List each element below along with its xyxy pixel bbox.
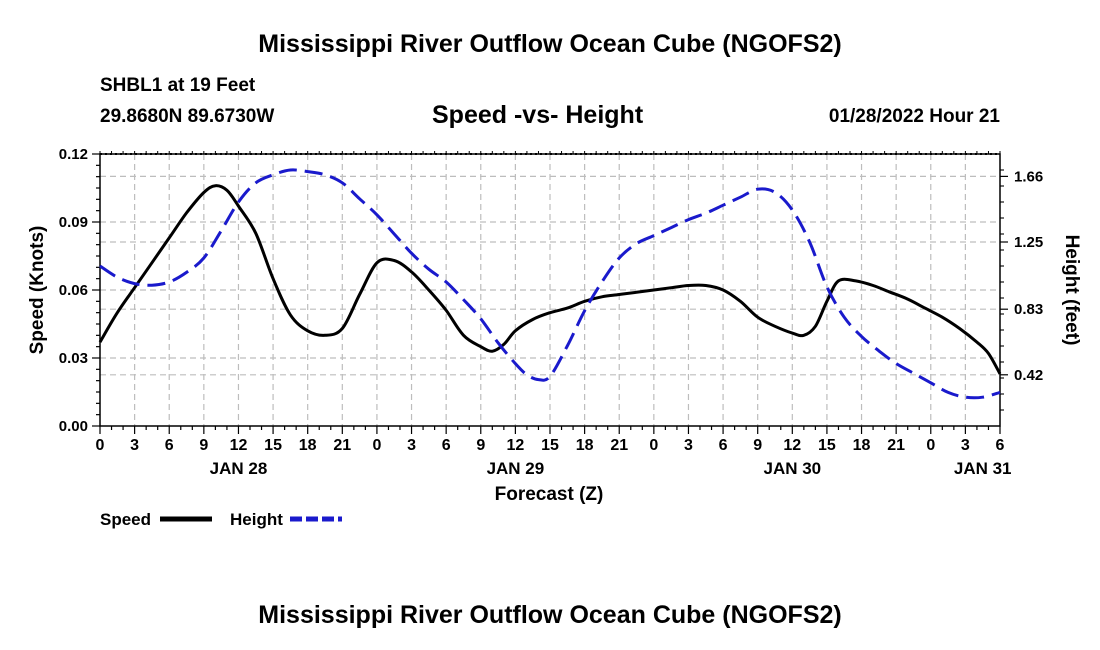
- x-tick-label: 15: [264, 437, 282, 454]
- coordinates-label: 29.8680N 89.6730W: [100, 106, 275, 127]
- x-tick-label: 0: [649, 437, 658, 454]
- y-tick-label: 0.06: [59, 282, 88, 299]
- timestamp-label: 01/28/2022 Hour 21: [828, 106, 1000, 127]
- station-label: SHBL1 at 19 Feet: [100, 75, 256, 96]
- y2-tick-label: 1.66: [1014, 168, 1043, 185]
- y-tick-label: 0.00: [59, 418, 88, 435]
- x-tick-label: 3: [961, 437, 970, 454]
- y-tick-label: 0.12: [59, 146, 88, 163]
- chart-subtitle: Speed -vs- Height: [432, 101, 644, 129]
- x-date-label: JAN 28: [210, 459, 268, 478]
- x-tick-label: 6: [996, 437, 1005, 454]
- x-tick-label: 12: [783, 437, 801, 454]
- x-tick-label: 0: [372, 437, 381, 454]
- x-tick-label: 3: [407, 437, 416, 454]
- legend-height-label: Height: [230, 510, 283, 529]
- x-date-label: JAN 29: [487, 459, 545, 478]
- x-tick-label: 21: [610, 437, 628, 454]
- x-tick-label: 15: [541, 437, 559, 454]
- x-tick-label: 3: [130, 437, 139, 454]
- x-tick-label: 9: [753, 437, 762, 454]
- x-tick-label: 21: [887, 437, 905, 454]
- axes: 0 3 6 9 12 15 18 21 0 3 6 9 12 15 18 21 0 3 6 9 12 15 18 21 0 3 6 J…: [59, 146, 1043, 478]
- x-tick-label: 9: [476, 437, 485, 454]
- height-series-line: [99, 168, 1001, 400]
- x-axis-title: Forecast (Z): [495, 484, 604, 505]
- x-tick-label: 21: [333, 437, 351, 454]
- x-tick-label: 6: [165, 437, 174, 454]
- series-layer: [98, 168, 1002, 400]
- x-tick-label: 6: [719, 437, 728, 454]
- x-date-label: JAN 31: [954, 459, 1012, 478]
- legend: Speed Height: [100, 510, 342, 529]
- y-tick-label: 0.03: [59, 350, 88, 367]
- x-tick-label: 0: [926, 437, 935, 454]
- x-tick-label: 6: [442, 437, 451, 454]
- axis-labels: Forecast (Z) Speed (Knots) Height (feet): [27, 226, 1082, 505]
- legend-speed-label: Speed: [100, 510, 151, 529]
- x-tick-label: 12: [506, 437, 524, 454]
- x-tick-label: 12: [230, 437, 248, 454]
- y-tick-label: 0.09: [59, 214, 88, 231]
- x-tick-label: 18: [853, 437, 871, 454]
- y2-tick-label: 0.83: [1014, 301, 1043, 318]
- x-tick-label: 15: [818, 437, 836, 454]
- x-tick-label: 3: [684, 437, 693, 454]
- y2-tick-label: 0.42: [1014, 367, 1043, 384]
- x-tick-label: 9: [199, 437, 208, 454]
- footer-title: Mississippi River Outflow Ocean Cube (NG…: [258, 601, 842, 629]
- y2-tick-label: 1.25: [1014, 234, 1043, 251]
- grid-lines: [100, 154, 1000, 426]
- x-date-label: JAN 30: [763, 459, 821, 478]
- chart-title: Mississippi River Outflow Ocean Cube (NG…: [258, 30, 842, 58]
- y2-axis-title: Height (feet): [1061, 235, 1082, 346]
- y-axis-title: Speed (Knots): [27, 226, 48, 355]
- speed-series-line: [98, 184, 1002, 375]
- x-tick-label: 0: [96, 437, 105, 454]
- x-tick-label: 18: [576, 437, 594, 454]
- x-tick-label: 18: [299, 437, 317, 454]
